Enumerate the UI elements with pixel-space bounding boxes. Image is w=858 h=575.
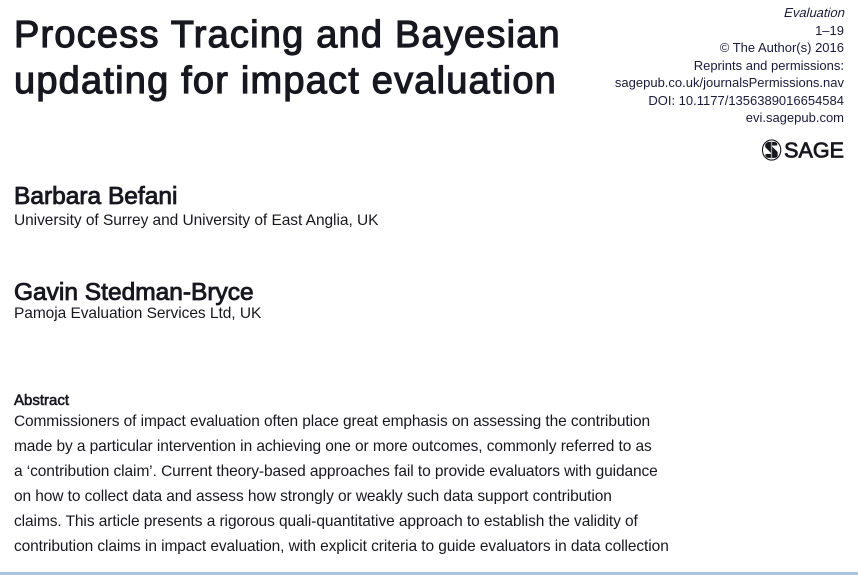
svg-text:SAGE: SAGE (784, 138, 844, 162)
